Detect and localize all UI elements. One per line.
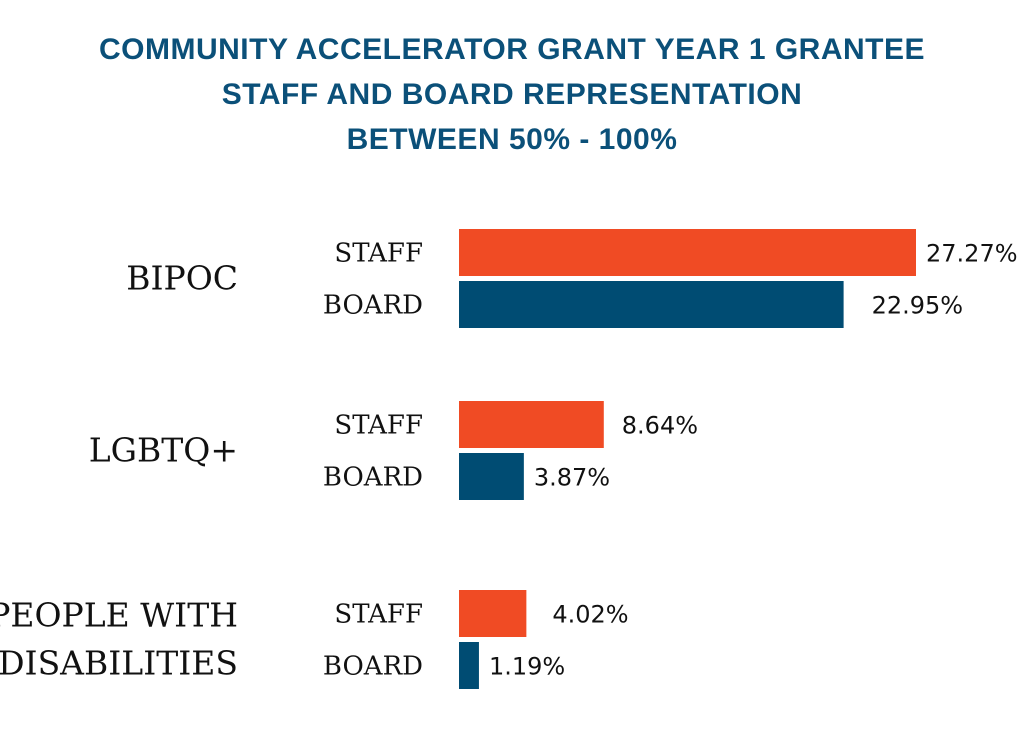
category-label: LGBTQ+ <box>89 431 238 470</box>
chart-title-line-1: COMMUNITY ACCELERATOR GRANT YEAR 1 GRANT… <box>98 33 926 66</box>
series-label: STAFF <box>334 600 423 630</box>
data-label: 1.19% <box>489 653 565 681</box>
chart-title-line-2: STAFF AND BOARD REPRESENTATION <box>221 78 803 111</box>
data-label: 4.02% <box>552 601 628 629</box>
bar-board <box>459 281 844 328</box>
bar-board <box>459 642 479 689</box>
chart-title-line-3: BETWEEN 50% - 100% <box>346 123 678 156</box>
series-label: BOARD <box>323 463 423 493</box>
series-label: STAFF <box>334 239 423 269</box>
series-label: BOARD <box>323 652 423 682</box>
series-label: STAFF <box>334 411 423 441</box>
category-label: PEOPLE WITH <box>0 596 238 635</box>
category-label: DISABILITIES <box>0 644 238 683</box>
bar-staff <box>459 590 527 637</box>
bar-staff <box>459 229 916 276</box>
data-label: 22.95% <box>872 292 964 320</box>
data-label: 8.64% <box>622 412 698 440</box>
data-label: 27.27% <box>926 240 1018 268</box>
bar-staff <box>459 401 604 448</box>
data-label: 3.87% <box>534 464 610 492</box>
bar-board <box>459 453 524 500</box>
series-label: BOARD <box>323 291 423 321</box>
category-label: BIPOC <box>126 259 238 298</box>
